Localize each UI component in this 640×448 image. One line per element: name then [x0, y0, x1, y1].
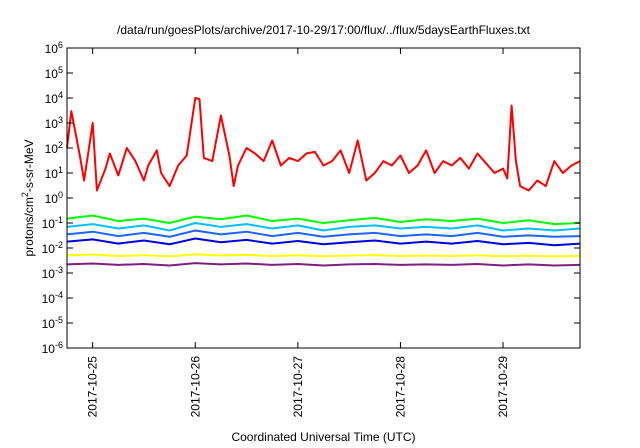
chart-title: /data/run/goesPlots/archive/2017-10-29/1… — [117, 23, 531, 37]
y-tick-exponent: 0 — [58, 190, 63, 200]
y-tick-base: 10 — [42, 217, 56, 231]
series-line-7 — [66, 262, 581, 267]
y-tick-label: 105 — [45, 65, 63, 81]
y-tick-base: 10 — [42, 267, 56, 281]
y-tick-exponent: 5 — [58, 65, 63, 75]
y-tick-base: 10 — [42, 292, 56, 306]
x-tick-label: 2017-10-29 — [496, 356, 510, 418]
y-tick-label: 100 — [45, 190, 63, 206]
y-tick-label: 104 — [45, 90, 63, 106]
y-tick-base: 10 — [45, 117, 59, 131]
series-line-5 — [66, 237, 581, 247]
y-tick-exponent: 6 — [58, 40, 63, 50]
y-tick-label: 10-4 — [42, 290, 63, 306]
series-line-3 — [66, 222, 581, 232]
y-tick-base: 10 — [42, 242, 56, 256]
y-tick-label: 10-2 — [42, 240, 63, 256]
y-tick-exponent: 2 — [58, 140, 63, 150]
y-tick-exponent: 1 — [58, 165, 63, 175]
series-layer — [66, 97, 581, 267]
y-tick-label: 103 — [45, 115, 63, 131]
y-tick-exponent: -4 — [55, 290, 63, 300]
y-tick-exponent: 4 — [58, 90, 63, 100]
y-tick-label: 101 — [45, 165, 63, 181]
series-line-2 — [66, 214, 581, 226]
y-axis-title-prefix: protons/cm — [22, 197, 36, 256]
y-tick-exponent: -3 — [55, 265, 63, 275]
y-tick-label: 10-1 — [42, 215, 63, 231]
series-line-4 — [66, 229, 581, 238]
y-tick-base: 10 — [45, 167, 59, 181]
y-tick-label: 102 — [45, 140, 63, 156]
y-tick-exponent: -6 — [55, 340, 63, 350]
y-tick-base: 10 — [45, 42, 59, 56]
x-tick-label: 2017-10-25 — [86, 356, 100, 418]
y-tick-base: 10 — [42, 317, 56, 331]
series-line-6 — [66, 253, 581, 258]
x-axis-title: Coordinated Universal Time (UTC) — [231, 430, 415, 444]
y-tick-exponent: -5 — [55, 315, 63, 325]
y-tick-label: 10-3 — [42, 265, 63, 281]
x-tick-label: 2017-10-28 — [393, 356, 407, 418]
y-tick-label: 106 — [45, 40, 63, 56]
y-tick-exponent: -1 — [55, 215, 63, 225]
series-line-1 — [66, 97, 581, 192]
y-tick-exponent: 3 — [58, 115, 63, 125]
y-tick-exponent: -2 — [55, 240, 63, 250]
x-tick-label: 2017-10-27 — [291, 356, 305, 418]
y-tick-label: 10-5 — [42, 315, 63, 331]
y-tick-base: 10 — [42, 342, 56, 356]
y-axis-title-sup: 2 — [20, 192, 30, 197]
y-tick-base: 10 — [45, 92, 59, 106]
y-axis: 10-610-510-410-310-210-11001011021031041… — [42, 40, 580, 356]
plot-frame — [66, 47, 581, 349]
y-tick-base: 10 — [45, 67, 59, 81]
y-axis-title-suffix: -s-sr-MeV — [22, 139, 36, 192]
y-tick-base: 10 — [45, 192, 59, 206]
y-axis-title: protons/cm2-s-sr-MeV — [20, 139, 36, 256]
x-tick-label: 2017-10-26 — [188, 356, 202, 418]
x-axis: 2017-10-25 2017-10-26 2017-10-27 2017-10-28… — [86, 48, 510, 417]
y-tick-base: 10 — [45, 142, 59, 156]
y-tick-label: 10-6 — [42, 340, 63, 356]
